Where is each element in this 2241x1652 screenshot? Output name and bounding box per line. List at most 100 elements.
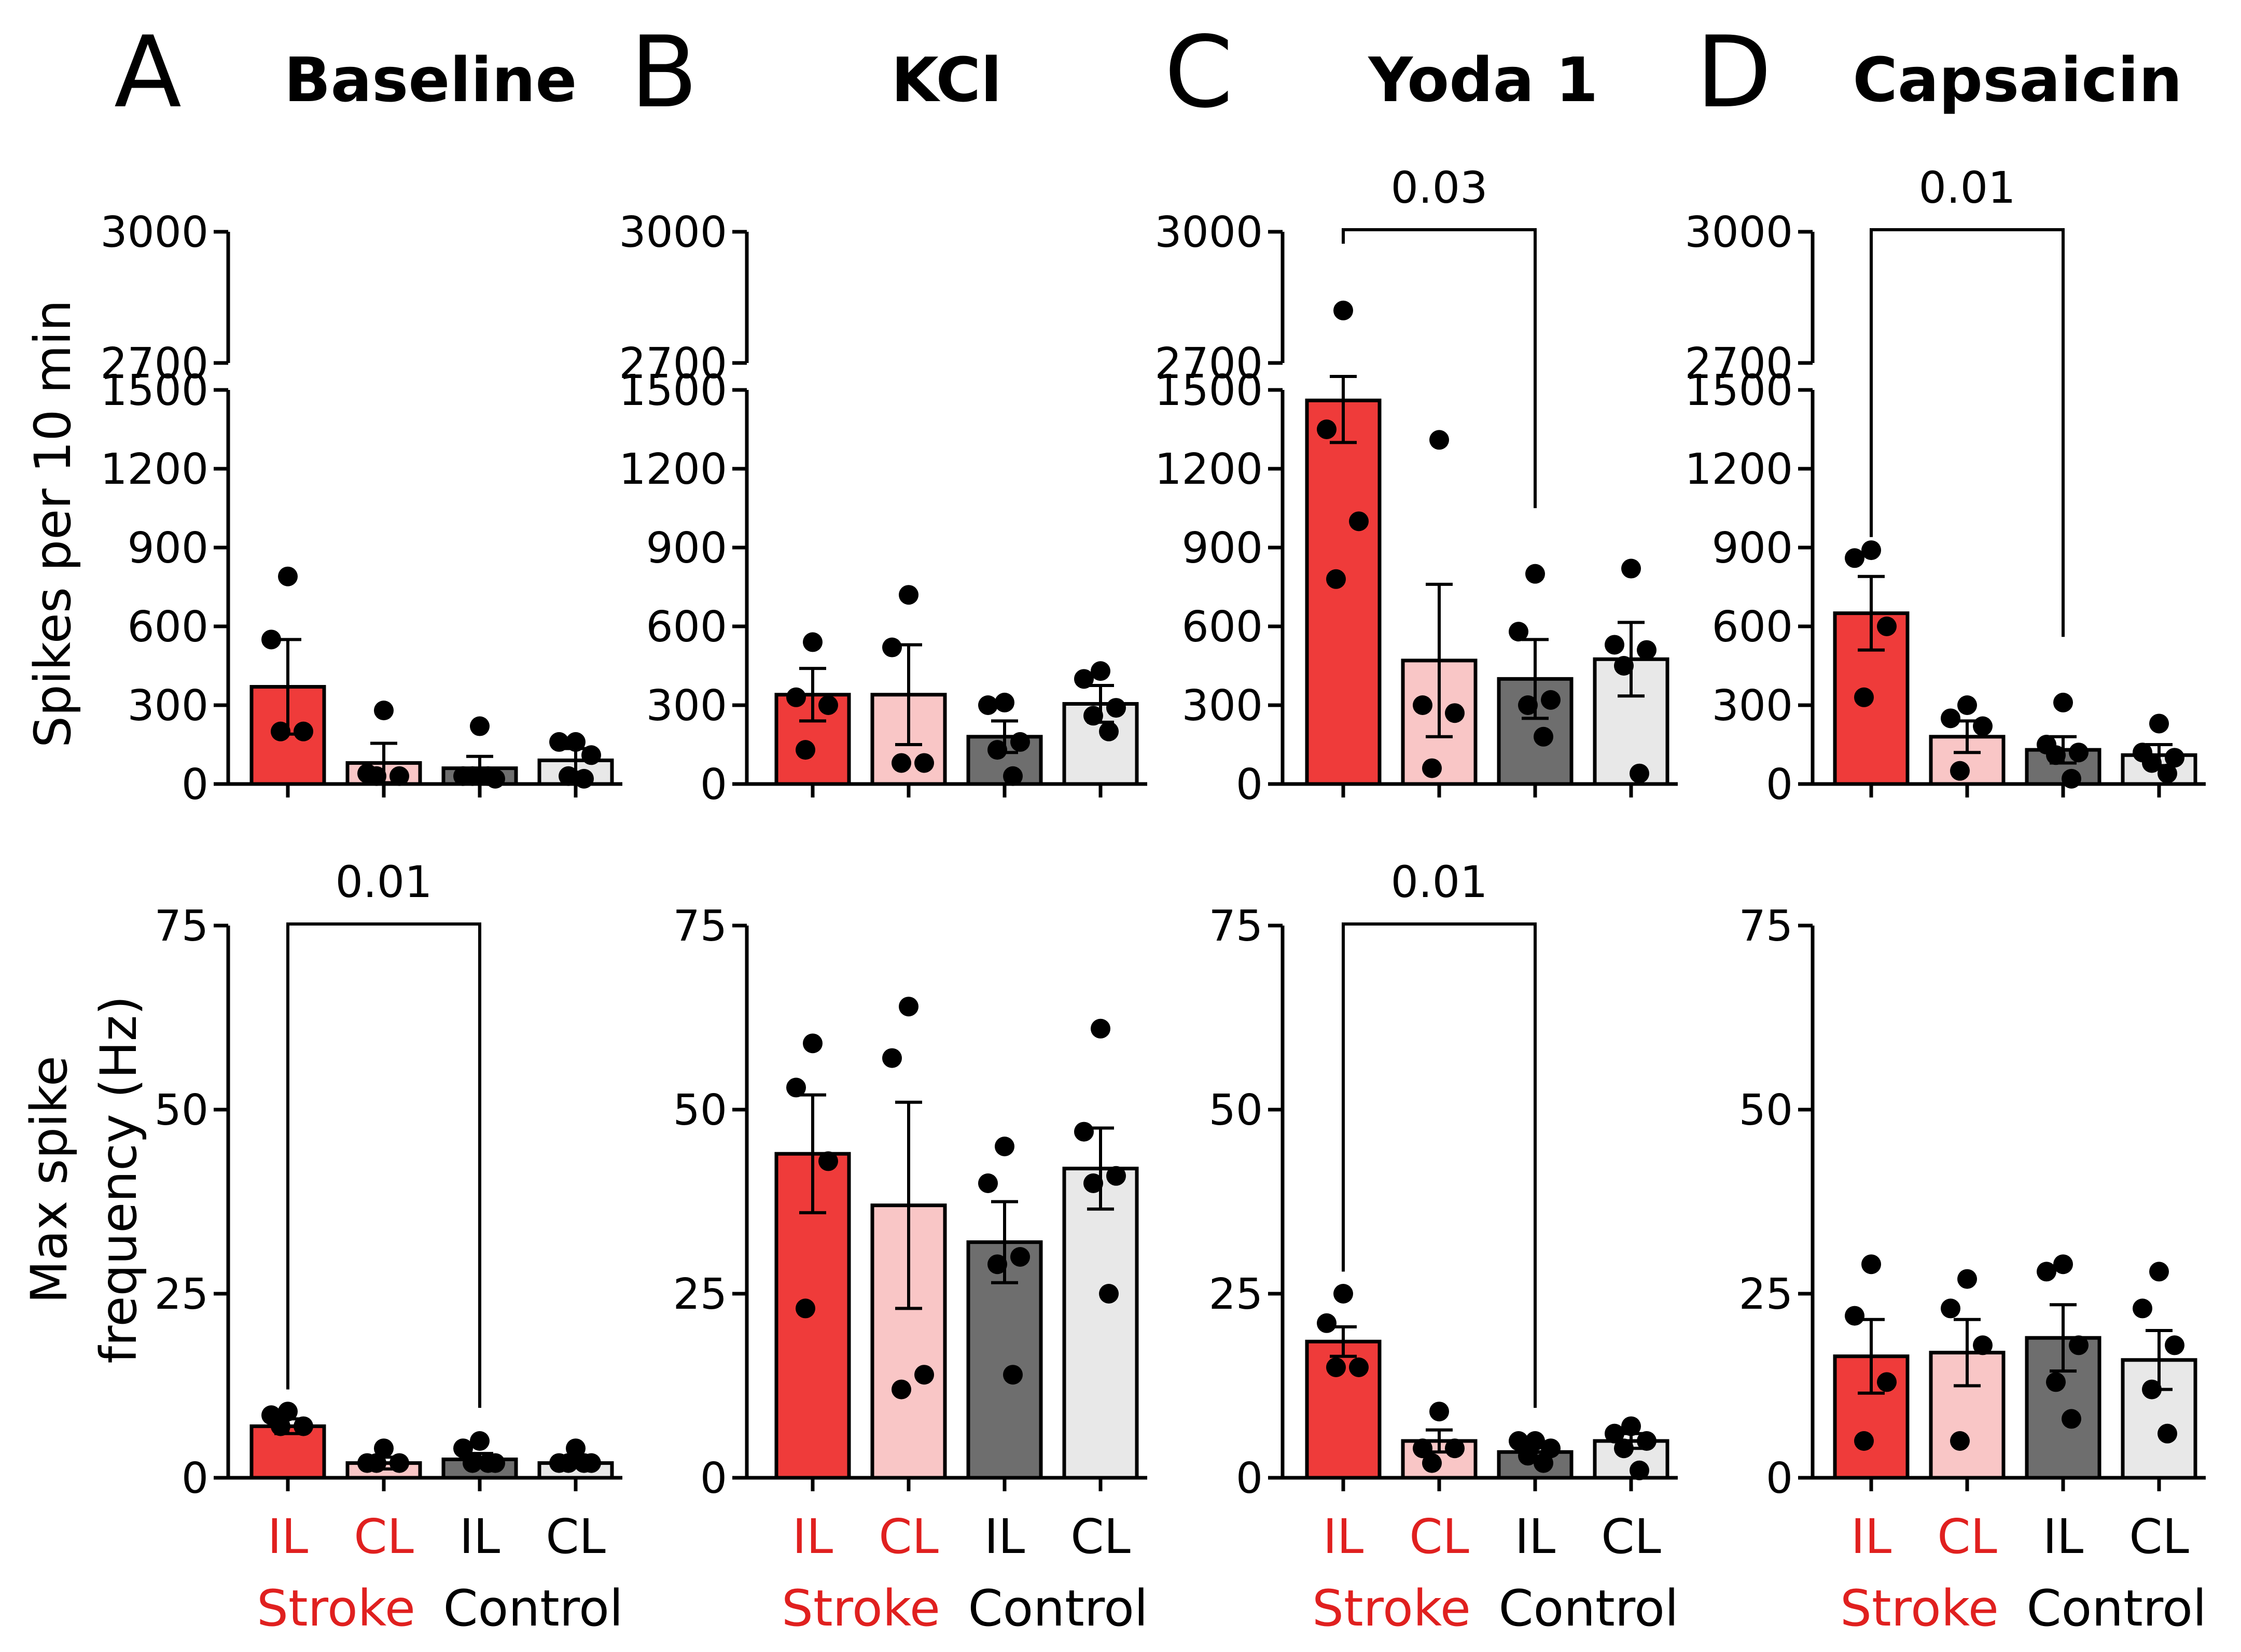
x-label-c-control-il: IL bbox=[1515, 1509, 1555, 1564]
panel-c-top-point-stroke-cl bbox=[1413, 695, 1432, 715]
panel-b-top-y-tick-label: 600 bbox=[646, 603, 727, 652]
panel-d-bottom-point-control-il bbox=[2069, 1335, 2089, 1355]
y-axis-label-max-frequency-line1: Max spike bbox=[20, 1056, 78, 1304]
panel-d-top-y-tick-label: 0 bbox=[1766, 760, 1793, 809]
panel-c-bottom-y-tick-label: 50 bbox=[1209, 1086, 1263, 1135]
x-label-d-control-cl: CL bbox=[2129, 1509, 2189, 1564]
panel-title-c: Yoda 1 bbox=[1368, 44, 1598, 116]
panel-b-top-y-tick-label: 1200 bbox=[619, 445, 727, 494]
panel-b-bottom-point-control-il bbox=[1003, 1365, 1023, 1385]
panel-b-bottom-point-stroke-il bbox=[796, 1298, 815, 1319]
x-label-c-stroke-il: IL bbox=[1323, 1509, 1363, 1564]
panel-d-bottom-point-control-cl bbox=[2133, 1298, 2152, 1319]
panel-d-top-y-tick-label: 3000 bbox=[1685, 208, 1793, 257]
panel-b-bottom-point-control-cl bbox=[1099, 1284, 1119, 1304]
group-label-d-stroke: Stroke bbox=[1840, 1579, 1999, 1637]
panel-a-top-y-tick-label: 600 bbox=[127, 603, 208, 652]
panel-b-top-y-tick-label: 300 bbox=[646, 681, 727, 731]
panel-c-top-point-control-il bbox=[1525, 564, 1545, 584]
panel-c-top-point-control-il bbox=[1518, 695, 1538, 715]
panel-a-top-point-control-il bbox=[478, 766, 498, 786]
panel-b-bottom-error-bar-stroke-il bbox=[799, 1093, 826, 1214]
panel-b-bottom-point-control-cl bbox=[1106, 1166, 1126, 1186]
panel-a-bottom-y-tick-label: 75 bbox=[155, 902, 208, 951]
panel-c-bottom-point-control-il bbox=[1518, 1446, 1538, 1466]
y-axis-label-spikes: Spikes per 10 min bbox=[24, 300, 82, 748]
panel-c-bottom-point-control-cl bbox=[1637, 1431, 1657, 1451]
panel-d-bottom-point-control-cl bbox=[2142, 1379, 2162, 1399]
panel-b-top-y-tick-label: 2700 bbox=[619, 339, 727, 388]
panel-b-top-point-stroke-il bbox=[786, 687, 806, 707]
panel-d-top-point-control-il bbox=[2062, 768, 2081, 789]
panel-a-bottom-point-control-il bbox=[470, 1431, 490, 1451]
panel-b-top-point-stroke-cl bbox=[882, 637, 902, 657]
panel-c-top-point-control-cl bbox=[1637, 640, 1657, 660]
panel-d-bottom-point-stroke-cl bbox=[1941, 1298, 1960, 1319]
panel-b-bottom-point-stroke-cl bbox=[892, 1379, 911, 1399]
panel-a-top-point-control-cl bbox=[581, 745, 601, 765]
panel-label-a: A bbox=[114, 15, 182, 130]
panel-d-top-y-tick-label: 1500 bbox=[1685, 366, 1793, 415]
panel-d-top-point-stroke-cl bbox=[1957, 695, 1977, 715]
panel-d-bottom-point-control-il bbox=[2037, 1262, 2056, 1282]
panel-a-bottom-y-tick-label: 50 bbox=[155, 1086, 208, 1135]
panel-c-top-y-tick-label: 0 bbox=[1236, 760, 1263, 809]
panel-c-bottom-point-control-cl bbox=[1605, 1423, 1624, 1444]
panel-title-a: Baseline bbox=[284, 44, 577, 116]
panel-d-bottom-point-stroke-il bbox=[1854, 1431, 1874, 1451]
panel-a-bottom-point-control-il bbox=[463, 1453, 482, 1473]
panel-c-top-point-control-cl bbox=[1621, 558, 1641, 579]
panel-c-bottom-y-tick-label: 0 bbox=[1236, 1454, 1263, 1503]
panel-c-bottom-point-control-cl bbox=[1614, 1438, 1634, 1459]
panel-b-bottom-point-stroke-cl bbox=[899, 997, 918, 1017]
panel-b-top-y-tick-label: 900 bbox=[646, 524, 727, 573]
panel-b-bottom-point-control-il bbox=[987, 1254, 1007, 1275]
panel-a-top-point-control-il bbox=[470, 716, 490, 736]
panel-d-top-significance-bracket bbox=[1870, 228, 2065, 637]
panel-b-bottom-point-stroke-cl bbox=[914, 1365, 934, 1385]
x-label-c-stroke-cl: CL bbox=[1409, 1509, 1469, 1564]
panel-d-bottom-point-control-il bbox=[2062, 1409, 2081, 1429]
panel-d-bottom-y-tick-label: 50 bbox=[1739, 1086, 1793, 1135]
panel-a-top-point-stroke-il bbox=[294, 721, 313, 741]
panel-c-top-point-stroke-cl bbox=[1445, 703, 1465, 723]
panel-d-top-point-stroke-il bbox=[1861, 540, 1881, 561]
panel-c-top-point-stroke-il bbox=[1333, 300, 1353, 320]
panel-a-top-point-stroke-cl bbox=[367, 766, 386, 786]
x-label-b-stroke-cl: CL bbox=[879, 1509, 939, 1564]
panel-c-top-y-tick-label: 2700 bbox=[1154, 339, 1263, 388]
panel-b-bottom-y-tick-label: 75 bbox=[673, 902, 727, 951]
panel-b-bottom-point-control-il bbox=[1010, 1247, 1030, 1267]
panel-c-top-point-control-cl bbox=[1614, 656, 1634, 676]
panel-d-top-y-tick-label: 600 bbox=[1711, 603, 1793, 652]
panel-c-bottom-point-control-il bbox=[1525, 1431, 1545, 1451]
panel-a-bottom-point-stroke-il bbox=[294, 1416, 313, 1436]
panel-b-top-y-tick-label: 3000 bbox=[619, 208, 727, 257]
panel-d-top-point-stroke-cl bbox=[1941, 708, 1960, 729]
panel-c-bottom-point-stroke-cl bbox=[1445, 1438, 1465, 1459]
plots: 0300600900120015002700300003006009001200… bbox=[100, 162, 2206, 1503]
panel-a-top-point-control-cl bbox=[574, 768, 594, 789]
panel-a-bottom-y-tick-label: 0 bbox=[182, 1454, 208, 1503]
panel-d-top-point-stroke-il bbox=[1854, 687, 1874, 707]
panel-b-top-point-control-cl bbox=[1099, 721, 1119, 741]
panel-d-top-point-control-il bbox=[2069, 743, 2089, 763]
panel-b-top-point-stroke-cl bbox=[899, 585, 918, 605]
panel-c-bottom-point-stroke-cl bbox=[1413, 1438, 1432, 1459]
y-axis-label-max-frequency-line2: frequency (Hz) bbox=[90, 996, 148, 1364]
panel-c-bottom-significance-label: 0.01 bbox=[1390, 857, 1487, 907]
panel-c-bottom-point-stroke-il bbox=[1326, 1357, 1346, 1377]
panel-c-bottom-point-stroke-il bbox=[1333, 1284, 1353, 1304]
panel-c-top-point-stroke-il bbox=[1317, 419, 1337, 439]
panel-c-top-point-stroke-cl bbox=[1422, 758, 1442, 778]
panel-b-bottom-point-stroke-il bbox=[786, 1077, 806, 1098]
panel-b-bottom-point-stroke-cl bbox=[882, 1048, 902, 1068]
panel-b-bottom-error-bar-stroke-cl bbox=[895, 1100, 922, 1310]
panel-c-top-significance-label: 0.03 bbox=[1390, 162, 1487, 213]
panel-a-top-point-stroke-cl bbox=[389, 766, 409, 786]
panel-c-top-point-stroke-cl bbox=[1429, 430, 1449, 450]
panel-d-top-point-stroke-il bbox=[1877, 617, 1897, 636]
panel-b-top-point-control-il bbox=[995, 692, 1014, 712]
